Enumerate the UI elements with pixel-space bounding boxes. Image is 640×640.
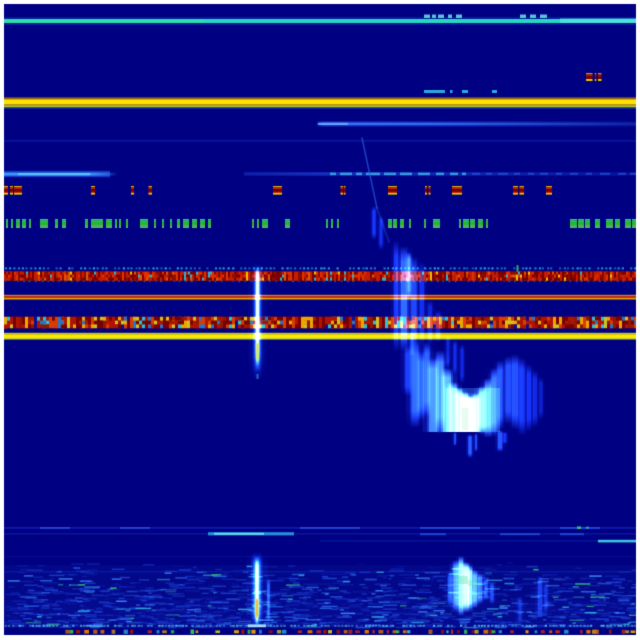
spectrogram-frame [0, 0, 640, 640]
spectrogram-canvas [0, 0, 640, 640]
